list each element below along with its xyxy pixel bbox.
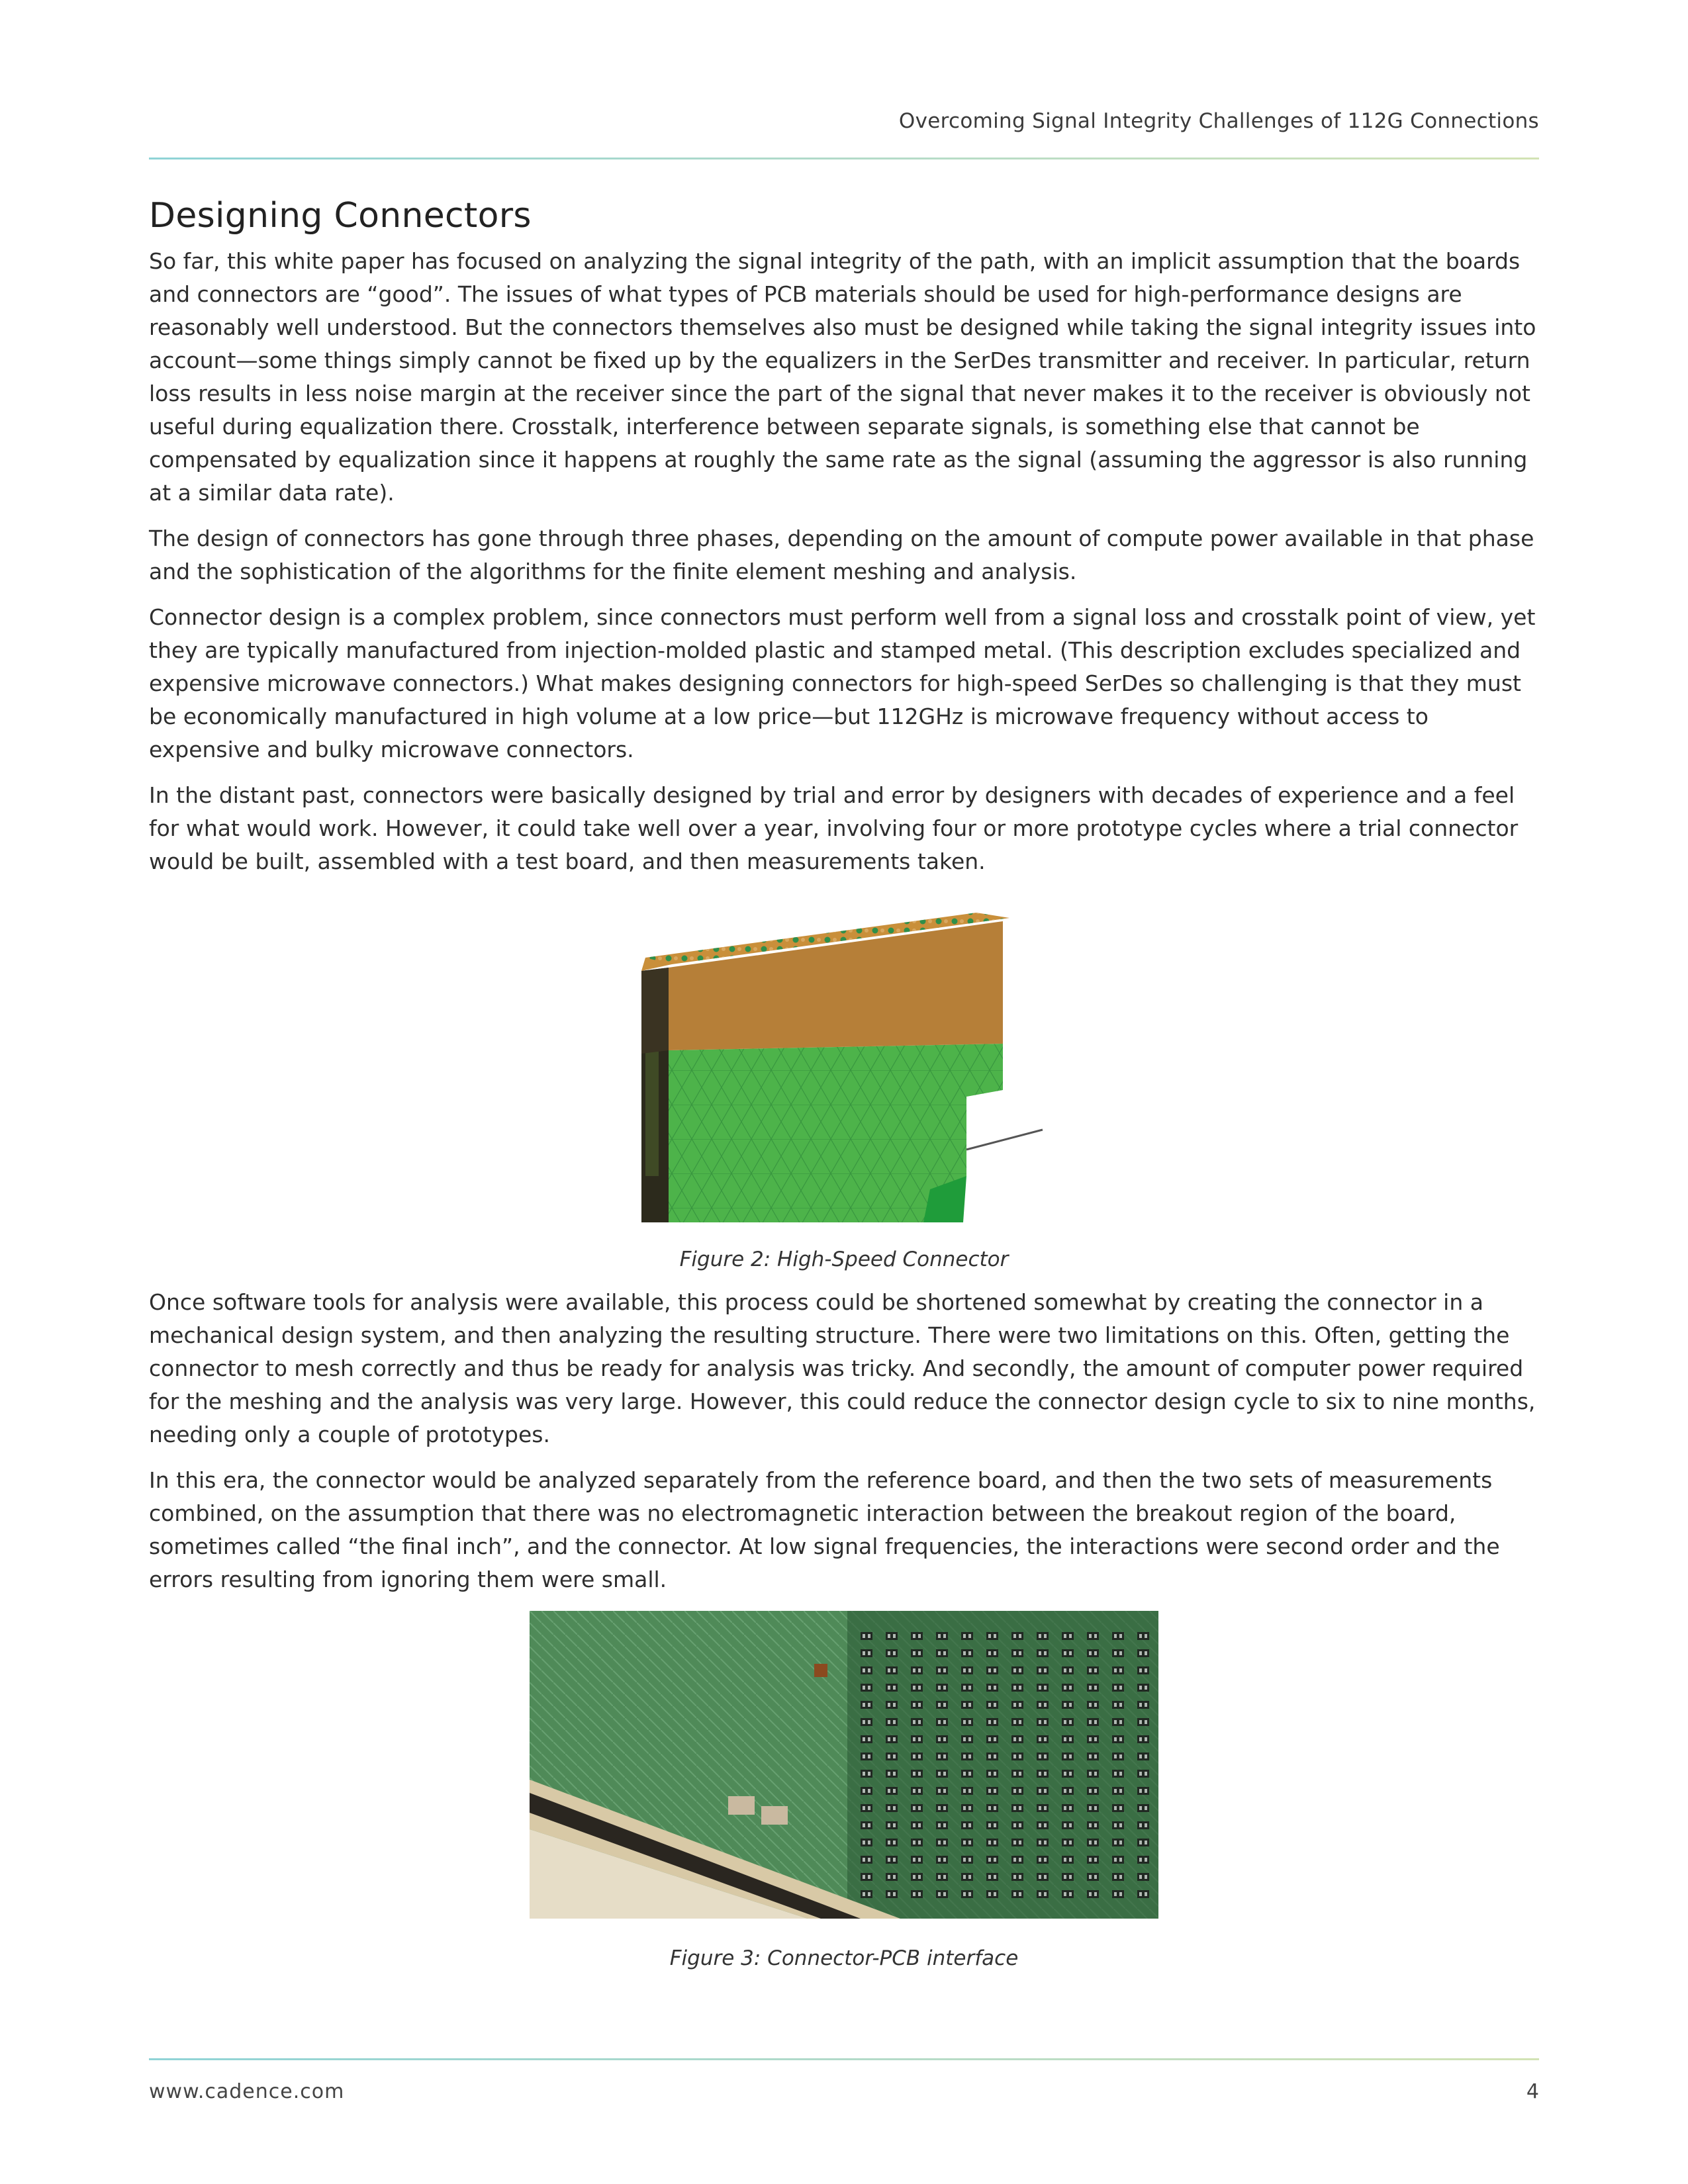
main-content: Designing Connectors So far, this white … [149,196,1539,1970]
figure-2-caption: Figure 2: High-Speed Connector [679,1248,1009,1271]
figure-3-caption: Figure 3: Connector-PCB interface [669,1946,1019,1970]
paragraph: Connector design is a complex problem, s… [149,604,1536,762]
paragraph: So far, this white paper has focused on … [149,248,1536,506]
figure-3: Figure 3: Connector-PCB interface [149,1611,1539,1970]
paragraph: In this era, the connector would be anal… [149,1467,1500,1592]
page-number: 4 [1526,2080,1539,2103]
header-rule [149,158,1539,159]
footer-rule [149,2058,1539,2060]
figure-2: Figure 2: High-Speed Connector [149,898,1539,1271]
paragraph: Once software tools for analysis were av… [149,1289,1536,1447]
paragraph: In the distant past, connectors were bas… [149,782,1519,874]
running-header: Overcoming Signal Integrity Challenges o… [898,109,1539,133]
connector-mesh-image [641,913,1043,1222]
footer-url: www.cadence.com [149,2080,345,2103]
paragraph: The design of connectors has gone throug… [149,525,1534,584]
section-heading: Designing Connectors [149,196,532,236]
pcb-connector-photo [530,1611,1158,1919]
